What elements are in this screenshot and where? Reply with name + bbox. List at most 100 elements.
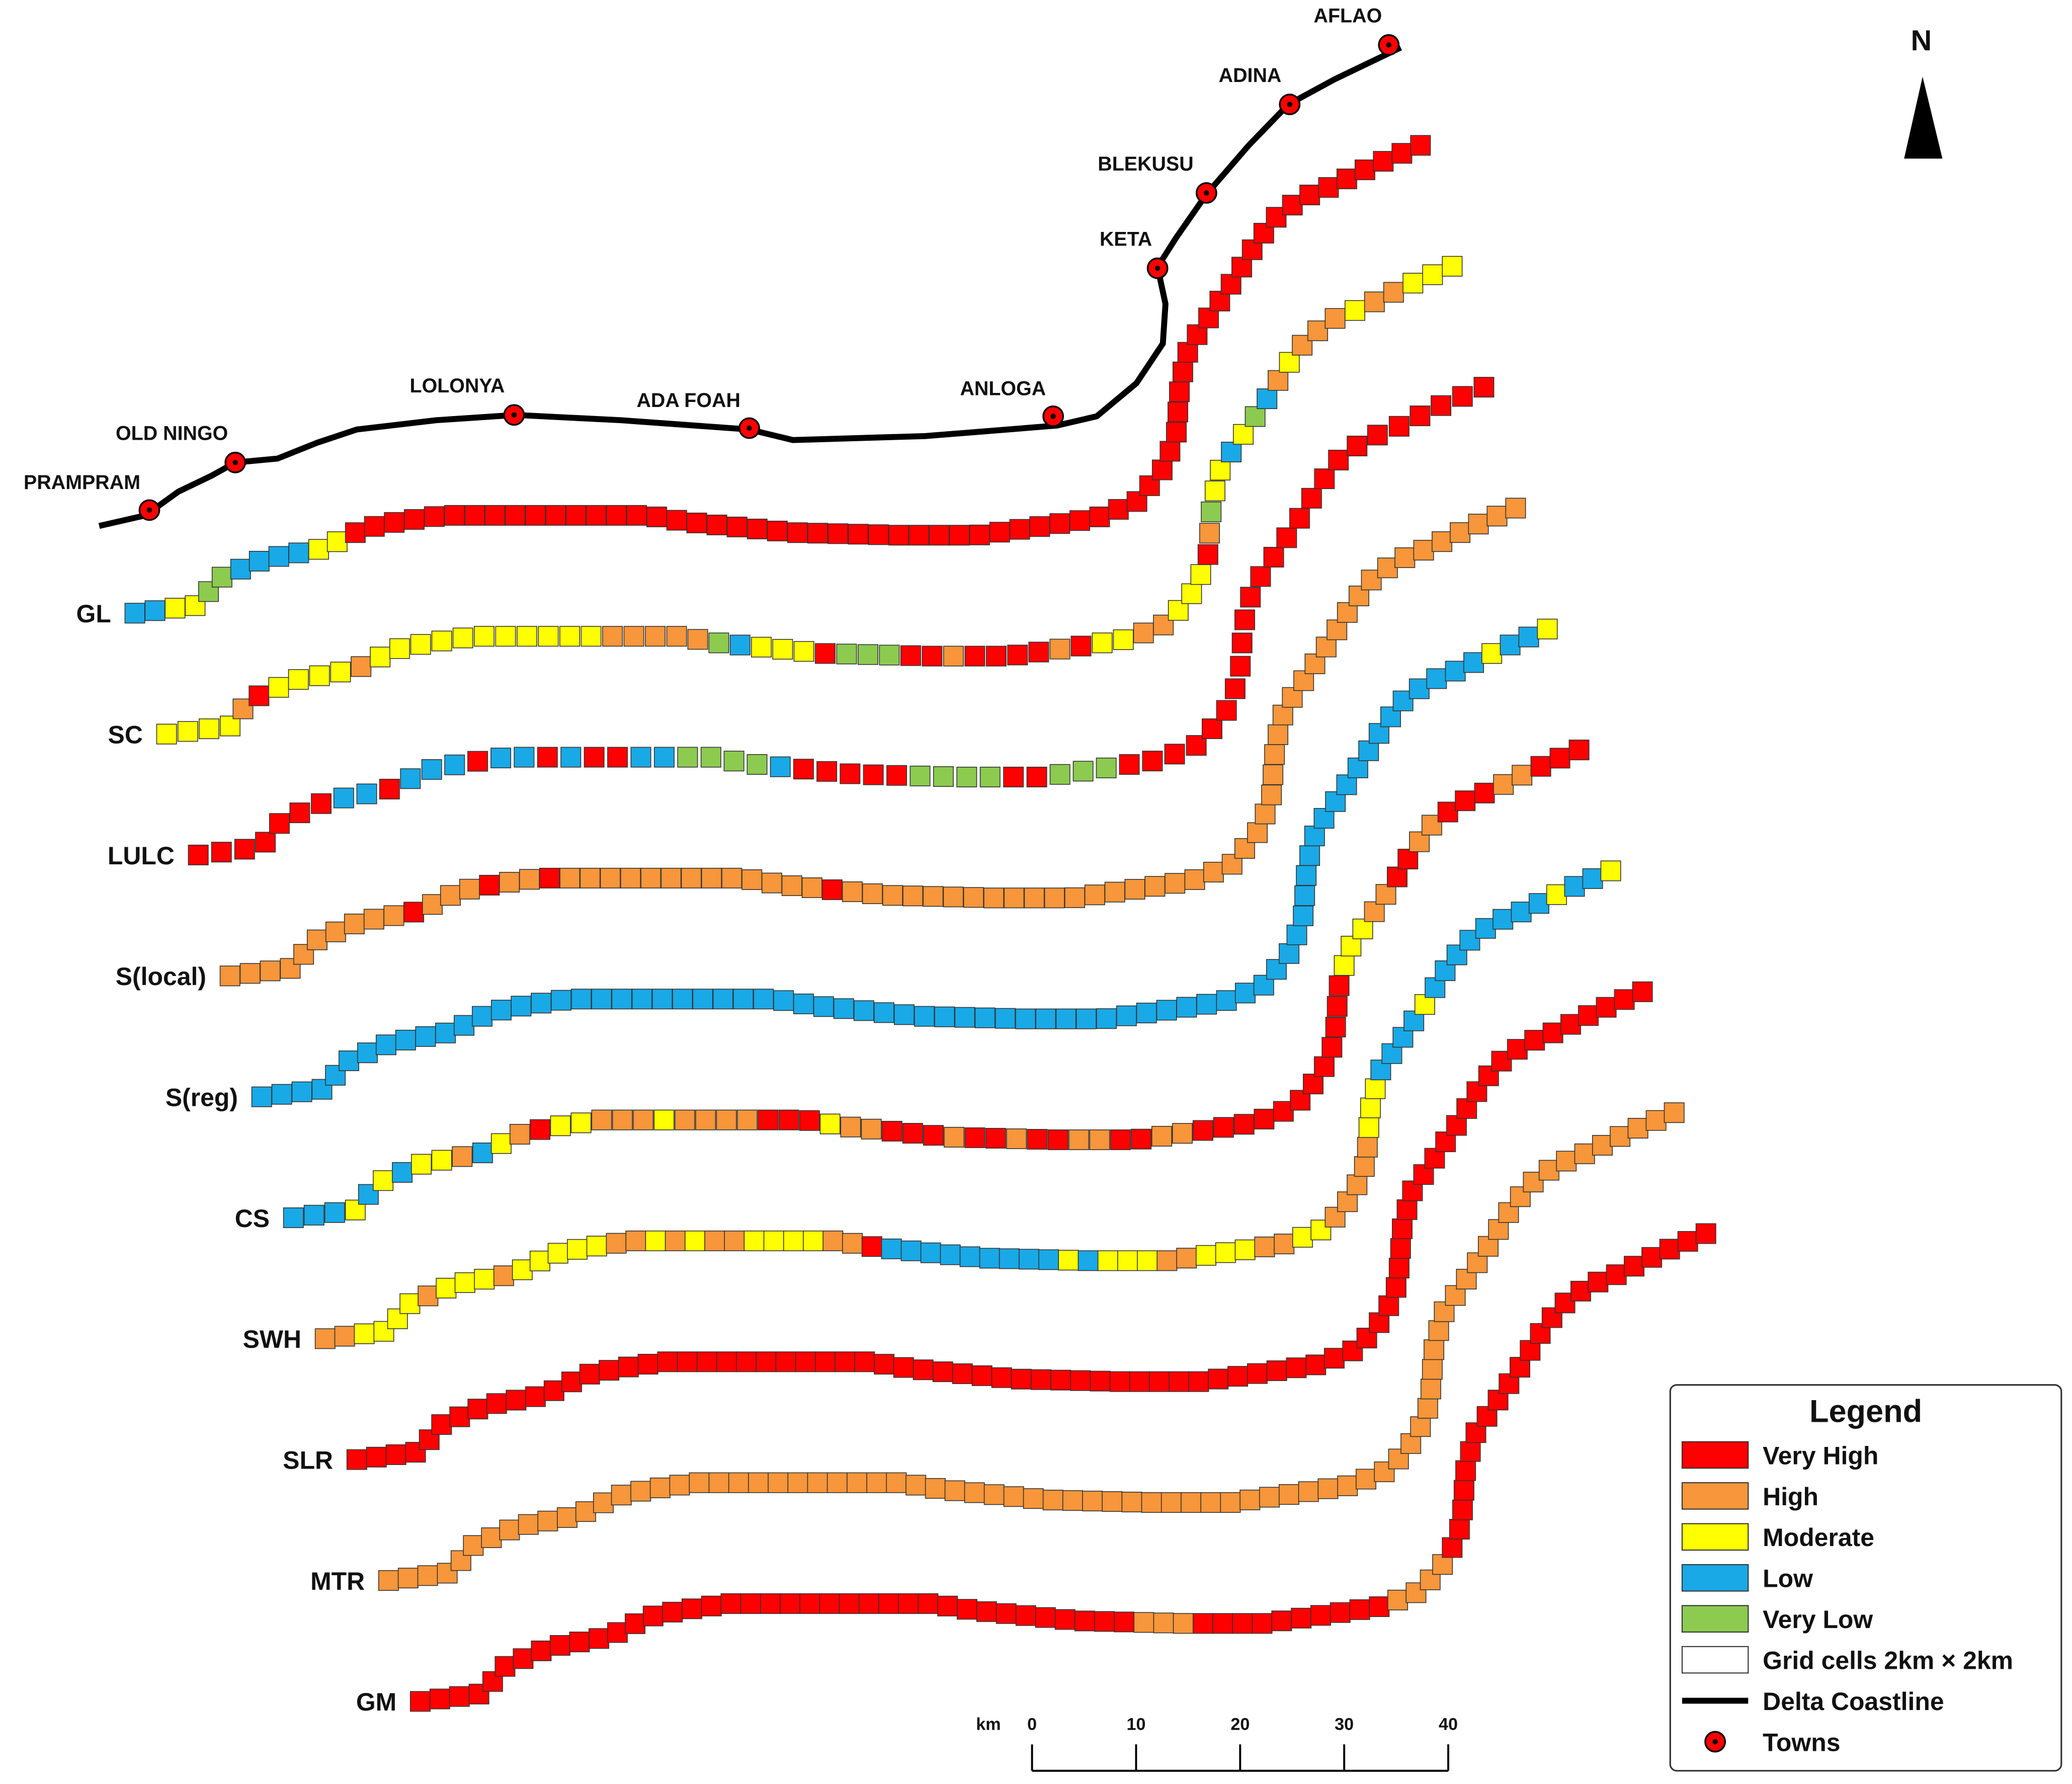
grid-cell (431, 630, 452, 652)
grid-cell (672, 989, 693, 1010)
grid-cell (1233, 1114, 1255, 1135)
grid-cell (405, 1442, 426, 1463)
grid-cell (908, 525, 930, 546)
grid-cell (1564, 876, 1585, 897)
grid-cell (549, 1635, 570, 1656)
grid-cell (793, 759, 814, 780)
grid-cell (1292, 1227, 1313, 1248)
grid-cell (1027, 1129, 1048, 1150)
grid-cell (364, 516, 385, 537)
grid-cell (1592, 1134, 1613, 1156)
grid-cell (1570, 1280, 1591, 1302)
legend-town-dot (1712, 1739, 1718, 1745)
town-label: ANLOGA (960, 377, 1046, 399)
grid-cell (1259, 1487, 1280, 1508)
grid-cell (307, 929, 327, 950)
grid-cell (1007, 644, 1028, 666)
grid-cell (1212, 1613, 1233, 1634)
grid-cell (219, 965, 240, 987)
grid-cell (925, 1478, 946, 1499)
legend-label: Very High (1763, 1441, 1878, 1470)
grid-cell (1530, 756, 1551, 777)
grid-cell (499, 1519, 520, 1540)
grid-cell (807, 1472, 828, 1493)
grid-cell (1582, 868, 1603, 889)
grid-cell (1578, 1005, 1599, 1026)
grid-cell (736, 1109, 758, 1130)
grid-cell (793, 993, 814, 1014)
grid-cell (357, 1042, 378, 1064)
grid-cell (1230, 656, 1251, 677)
grid-cell (1303, 1074, 1323, 1095)
grid-cell (593, 1492, 614, 1513)
grid-cell (994, 1008, 1016, 1029)
grid-cell (1358, 1117, 1379, 1138)
grid-cell (463, 1535, 484, 1556)
grid-cell (1023, 1488, 1044, 1509)
grid-cell (674, 1109, 695, 1130)
grid-cell (559, 626, 581, 647)
grid-cell (847, 1472, 868, 1493)
grid-cell (974, 1007, 996, 1028)
grid-cell (1298, 1481, 1319, 1502)
grid-cell (1004, 887, 1025, 909)
grid-cell (646, 506, 668, 527)
grid-cell (324, 1202, 345, 1223)
grid-cell (1263, 546, 1284, 567)
grid-cell (902, 1123, 923, 1144)
grid-cell (1321, 1037, 1343, 1058)
grid-cell (1286, 1357, 1307, 1378)
grid-cell (1426, 668, 1447, 689)
grid-cell (333, 787, 354, 808)
grid-cell (303, 1204, 324, 1226)
grid-cell (1324, 308, 1346, 329)
grid-cell (685, 1230, 705, 1251)
grid-cell (944, 1480, 965, 1501)
grid-cell (799, 1593, 820, 1614)
grid-cell (1493, 774, 1514, 795)
grid-cell (1641, 1247, 1663, 1268)
grid-cell (620, 867, 641, 888)
grid-cell (1500, 634, 1521, 656)
grid-cell (395, 1029, 416, 1050)
grid-cell (1369, 1596, 1390, 1617)
strip-label: SLR (283, 1446, 333, 1475)
grid-cell (630, 747, 651, 768)
grid-cell (586, 505, 607, 526)
grid-cell (1197, 544, 1218, 565)
grid-cell (1247, 822, 1268, 843)
grid-cell (618, 1356, 639, 1377)
grid-cell (819, 1113, 841, 1134)
grid-cell (1408, 678, 1430, 699)
grid-cell (1082, 1491, 1103, 1512)
grid-cell (954, 1007, 975, 1028)
grid-cell (452, 1146, 473, 1167)
grid-cell (1394, 547, 1416, 569)
grid-cell (922, 645, 943, 667)
grid-cell (392, 1162, 413, 1183)
grid-cell (761, 872, 782, 894)
grid-cell (660, 867, 682, 888)
grid-cell (1410, 1416, 1431, 1437)
grid-cell (1254, 1236, 1275, 1257)
grid-cell (1518, 626, 1539, 647)
grid-cell (1221, 442, 1242, 462)
grid-cell (1149, 1371, 1170, 1392)
grid-cell (780, 1593, 801, 1614)
grid-cell (1624, 1256, 1645, 1277)
grid-cell (1347, 1174, 1368, 1195)
grid-cell (1110, 1129, 1131, 1150)
grid-cell (1383, 282, 1404, 303)
grid-cell (1329, 975, 1350, 996)
grid-cell (1317, 1478, 1339, 1499)
grid-cell (881, 1120, 902, 1142)
grid-cell (1431, 395, 1452, 416)
grid-cell (1271, 1610, 1292, 1632)
grid-cell (1542, 1022, 1563, 1043)
grid-cell (943, 886, 964, 908)
grid-cell (1070, 635, 1092, 657)
strip-label: SC (108, 721, 143, 749)
grid-cell (720, 1593, 741, 1614)
grid-cell (1215, 1242, 1236, 1263)
grid-cell (1453, 1480, 1474, 1501)
